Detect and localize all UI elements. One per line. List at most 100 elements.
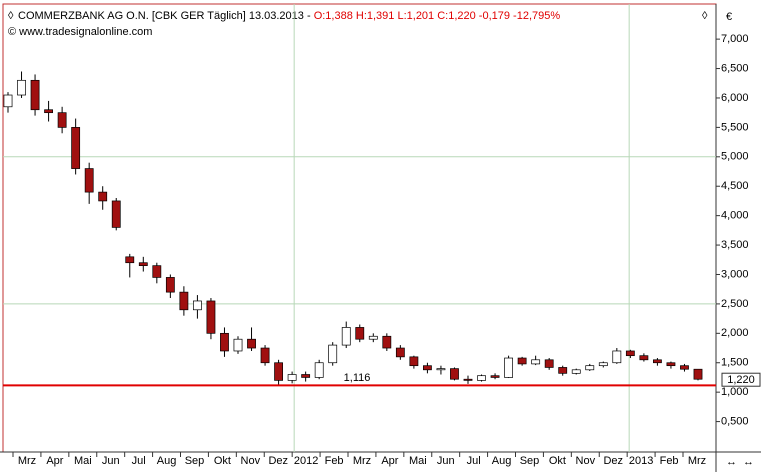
candle-body [693, 368, 703, 380]
quote: O:1,388 H:1,391 L:1,201 C:1,220 -0,179 -… [314, 10, 561, 22]
y-tick-label: 4,500 [721, 180, 749, 192]
candle-body [490, 375, 500, 378]
candle-body [3, 94, 13, 108]
candle-body [301, 374, 311, 378]
candle-body [179, 291, 189, 311]
x-tick-label: Aug [157, 455, 177, 467]
y-tick-label: 7,000 [721, 33, 749, 45]
candle-body [477, 375, 486, 381]
candle-body [30, 79, 40, 111]
candle-body [531, 359, 541, 365]
candle-body [287, 374, 297, 381]
candle-body [450, 368, 459, 380]
y-tick-label: 4,000 [721, 210, 749, 222]
x-tick-label: Jul [132, 455, 146, 467]
x-tick-label: Mai [409, 455, 427, 467]
x-tick-label: Okt [214, 455, 231, 467]
candle-body [165, 277, 175, 293]
y-tick-label: 5,000 [721, 151, 749, 163]
candle-body [17, 79, 26, 96]
reference-label: 1,116 [344, 372, 371, 384]
x-tick-label: Mrz [18, 455, 36, 467]
y-tick-label: 1,500 [721, 357, 749, 369]
x-tick-label: Okt [549, 455, 566, 467]
candle-body [206, 300, 216, 334]
candle-body [558, 367, 568, 374]
icon: ◊ [8, 10, 14, 22]
candle-body [504, 357, 513, 378]
candle-body [625, 350, 635, 357]
candle-body [220, 332, 229, 352]
candle-body [423, 365, 432, 371]
title: COMMERZBANK AG O.N. [CBK GER Täglich] 13… [18, 10, 314, 22]
x-tick-label: Aug [492, 455, 512, 467]
candle-body [680, 365, 689, 370]
candle-body [341, 327, 351, 346]
candle-body [247, 338, 256, 349]
currency: € [726, 11, 732, 23]
chart-title: COMMERZBANK AG O.N. [CBK GER Täglich] 13… [18, 10, 560, 22]
candle-body [368, 335, 378, 340]
candle-body [193, 300, 202, 311]
candle-body [382, 335, 392, 349]
candle-body [598, 362, 608, 367]
candle-body [152, 265, 162, 278]
y-tick-label: 3,000 [721, 268, 749, 280]
icon: ↔ [743, 456, 754, 468]
candle-body [409, 356, 419, 367]
candle-body [84, 168, 94, 193]
candle-body [639, 355, 649, 361]
x-tick-label: 2012 [294, 455, 318, 467]
x-tick-label: Feb [660, 455, 679, 467]
x-tick-label: Jun [102, 455, 120, 467]
y-tick-label: 2,500 [721, 298, 749, 310]
candle-body [111, 200, 121, 228]
last-price-label: 1,220 [727, 374, 755, 386]
x-tick-label: Sep [520, 455, 540, 467]
candle-body [71, 127, 81, 169]
x-tick-label: Nov [241, 455, 261, 467]
y-tick-label: 1,000 [721, 386, 749, 398]
candle-body [274, 362, 283, 381]
candle-body [653, 359, 662, 364]
y-tick-label: 5,500 [721, 121, 749, 133]
x-tick-label: Dez [603, 455, 623, 467]
x-tick-label: Jun [437, 455, 455, 467]
candle-body [436, 368, 446, 371]
candle-body [260, 347, 270, 364]
candle-body [314, 362, 324, 378]
candle-body [517, 357, 527, 365]
icon: ◊ [702, 10, 708, 22]
subtitle: © www.tradesignalonline.com [8, 26, 152, 38]
x-tick-label: Jul [467, 455, 481, 467]
y-tick-label: 2,000 [721, 327, 749, 339]
candle-body [98, 191, 108, 202]
x-tick-label: Sep [185, 455, 205, 467]
x-tick-label: Dez [268, 455, 288, 467]
x-tick-label: Mrz [353, 455, 371, 467]
candle-body [612, 350, 622, 364]
icon: ↔ [726, 456, 737, 468]
candle-body [571, 369, 581, 374]
x-tick-label: 2013 [629, 455, 653, 467]
candle-body [328, 344, 338, 364]
candle-body [355, 327, 365, 340]
x-tick-label: Mai [74, 455, 92, 467]
candle-body [138, 262, 148, 267]
x-tick-label: Apr [46, 455, 63, 467]
candle-body [233, 338, 243, 352]
candle-body [125, 256, 135, 264]
y-tick-label: 3,500 [721, 239, 749, 251]
x-tick-label: Feb [325, 455, 344, 467]
x-tick-label: Nov [576, 455, 596, 467]
last-price-box [721, 372, 761, 387]
candle-body [666, 362, 676, 367]
x-tick-label: Mrz [688, 455, 706, 467]
y-tick-label: 6,500 [721, 62, 749, 74]
candle-body [463, 378, 473, 381]
candle-body [544, 359, 554, 368]
y-tick-label: 0,500 [721, 415, 749, 427]
candle-body [395, 347, 405, 358]
